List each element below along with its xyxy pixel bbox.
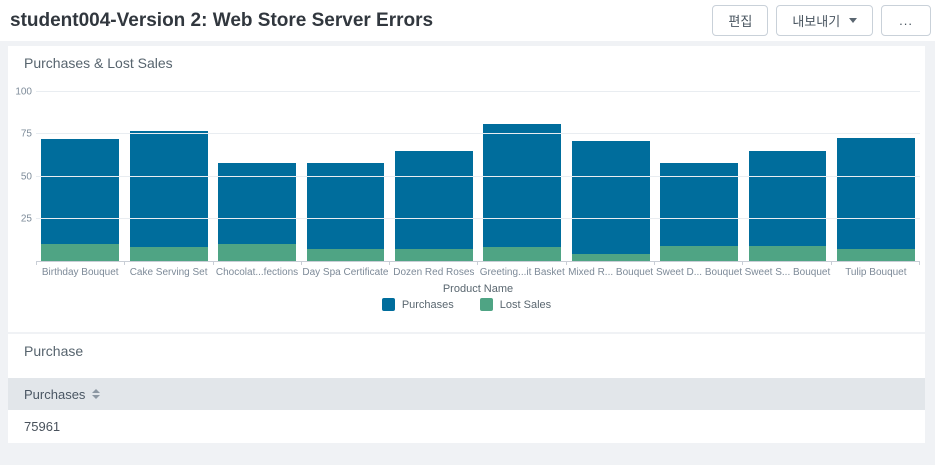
x-axis-label: Sweet D... Bouquet [655,267,743,278]
axis-tick [390,262,479,265]
legend-label: Purchases [401,298,454,311]
bar-group [566,92,654,261]
bar-group [124,92,212,261]
bar-segment-lost-sales[interactable] [660,245,738,261]
bar-group [743,92,831,261]
bar-group [390,92,478,261]
bar-group [301,92,389,261]
dashboard-header: student004-Version 2: Web Store Server E… [0,0,935,41]
x-axis-label: Sweet S... Bouquet [744,267,831,278]
bar-segment-purchases[interactable] [836,137,915,250]
export-button-label: 내보내기 [792,14,841,29]
table-panel-title: Purchase [24,343,84,359]
y-axis-tick-label: 50 [20,171,32,182]
bar-group [655,92,743,261]
bar-group [213,92,301,261]
stacked-bar-chart [36,91,920,261]
axis-tick [567,262,656,265]
legend-label: Lost Sales [499,298,552,311]
bar-segment-purchases[interactable] [306,162,385,250]
bar-group [478,92,566,261]
table-panel: Purchase Purchases 75961 [8,334,925,443]
table-header-cell-purchases[interactable]: Purchases [8,378,925,410]
axis-tick [302,262,391,265]
bar-sweet-d-bouquet[interactable] [660,163,738,261]
bar-cake-serving-set[interactable] [129,130,208,261]
axis-tick [743,262,832,265]
x-axis-line [36,261,920,265]
bar-segment-lost-sales[interactable] [483,247,562,261]
edit-button[interactable]: 편집 [712,5,769,36]
bar-segment-lost-sales[interactable] [571,254,650,261]
dashboard-title: student004-Version 2: Web Store Server E… [10,10,434,31]
x-axis-labels: Birthday Bouquet Cake Serving Set Chocolat… [36,267,920,278]
y-axis-tick-label: 100 [15,86,32,98]
bar-tulip-bouquet[interactable] [836,137,915,261]
bar-segment-lost-sales[interactable] [41,244,120,261]
gridline [36,175,920,177]
chart-panel: Purchases & Lost Sales Birthday Bouquet C… [8,46,925,332]
gridline [36,133,920,135]
x-axis-title: Product Name [442,283,514,295]
bar-segment-lost-sales[interactable] [836,249,915,261]
chart-legend: Purchases Lost Sales [8,298,925,311]
axis-tick [125,262,214,265]
bar-segment-purchases[interactable] [660,163,738,246]
x-axis-label: Chocolat...fections [215,267,299,278]
export-button[interactable]: 내보내기 [776,5,874,36]
more-options-button[interactable]: ... [881,5,931,36]
bar-segment-purchases[interactable] [129,130,208,248]
bar-segment-purchases[interactable] [748,151,827,246]
bar-segment-lost-sales[interactable] [129,247,208,261]
axis-tick [36,262,126,265]
legend-swatch [381,298,395,311]
bar-segment-lost-sales[interactable] [394,249,473,261]
axis-tick [655,262,744,265]
gridline [36,91,920,92]
x-axis-label: Birthday Bouquet [41,267,119,278]
axis-tick [214,262,302,265]
bar-greeting-it-basket[interactable] [483,124,562,261]
bar-dozen-red-roses[interactable] [394,151,473,261]
bar-segment-purchases[interactable] [218,163,296,245]
bars-container [36,92,920,261]
bar-birthday-bouquet[interactable] [41,139,120,261]
bar-mixed-r-bouquet[interactable] [571,141,650,261]
bar-segment-lost-sales[interactable] [218,244,296,261]
bar-segment-lost-sales[interactable] [748,245,827,261]
sort-icon [92,389,101,399]
table-cell-purchases-value: 75961 [24,419,61,434]
chart-panel-title: Purchases & Lost Sales [24,55,173,71]
y-axis-tick-label: 75 [20,128,32,140]
legend-item-lost-sales[interactable]: Lost Sales [479,298,552,311]
bar-segment-purchases[interactable] [483,124,562,248]
axis-tick [478,262,567,265]
bar-group [36,92,124,261]
chevron-down-icon [849,18,858,23]
table-row[interactable]: 75961 [8,410,925,443]
gridline [36,217,920,219]
bar-sweet-s-bouquet[interactable] [748,151,827,261]
x-axis-label: Dozen Red Roses [393,267,475,278]
legend-item-purchases[interactable]: Purchases [381,298,454,311]
bar-chocolat-fections[interactable] [218,163,296,261]
x-axis-label: Tulip Bouquet [845,267,907,278]
bar-segment-purchases[interactable] [571,141,650,255]
x-axis-label: Cake Serving Set [129,267,208,278]
x-axis-label: Mixed R... Bouquet [568,267,654,278]
header-actions: 편집 내보내기 ... [712,5,931,36]
axis-tick [832,262,920,265]
bar-group [832,92,920,261]
y-axis-tick-label: 25 [20,213,32,225]
bar-day-spa-certificate[interactable] [306,162,385,261]
edit-button-label: 편집 [728,14,753,29]
bar-segment-lost-sales[interactable] [306,249,385,261]
bar-segment-purchases[interactable] [394,151,473,250]
table-header-label: Purchases [24,386,86,402]
bar-segment-purchases[interactable] [41,139,120,245]
x-axis-label: Greeting...it Basket [479,267,565,278]
legend-swatch [479,298,493,311]
more-options-icon: ... [899,13,913,28]
x-axis-label: Day Spa Certificate [302,267,389,278]
